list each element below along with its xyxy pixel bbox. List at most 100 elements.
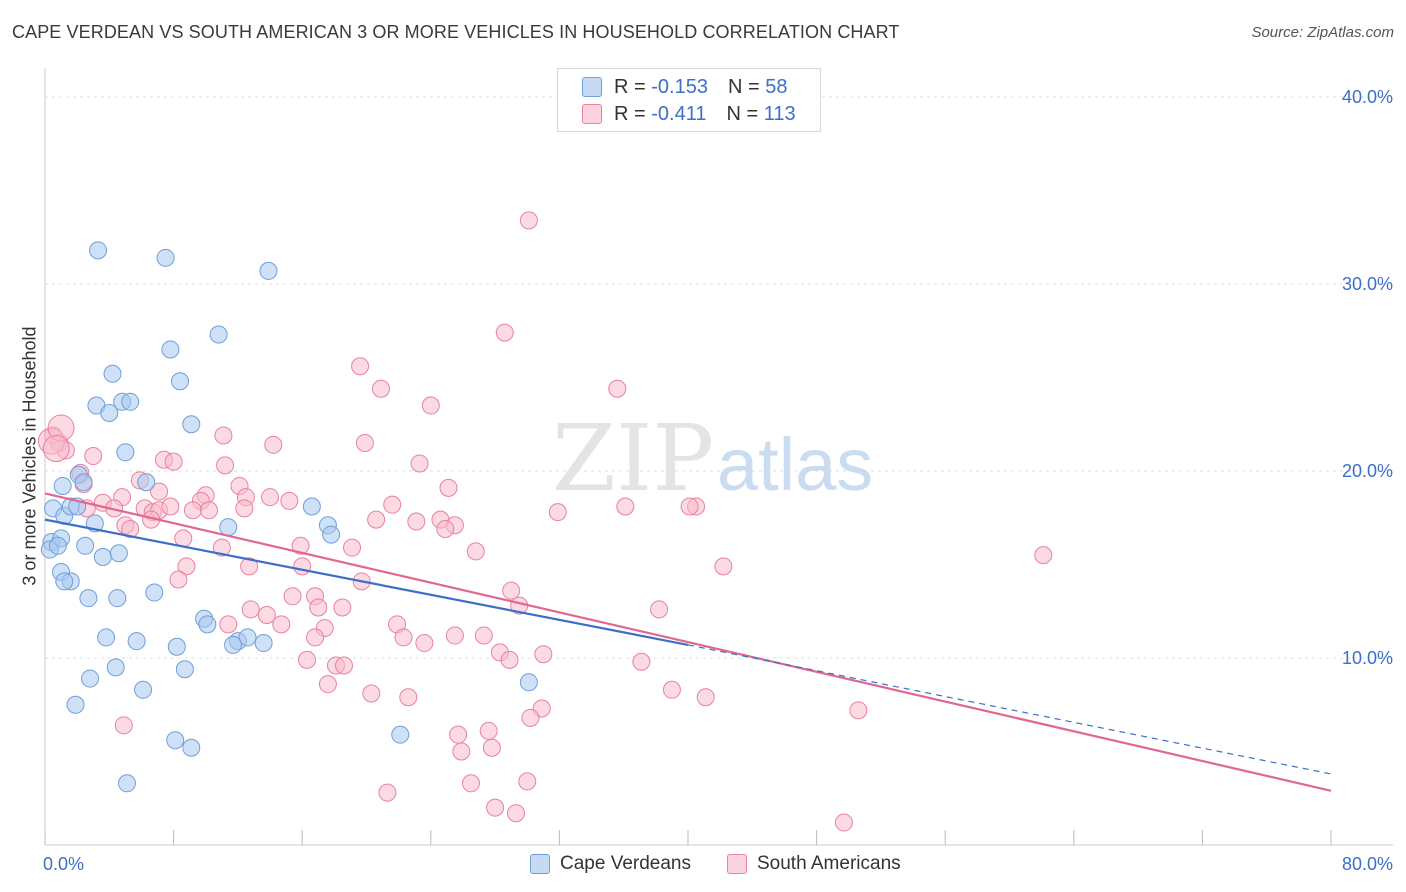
- points-south-americans: [37, 211, 1053, 832]
- legend-n-label: N =: [727, 75, 760, 98]
- data-point-cape-verdean: [100, 404, 119, 423]
- y-tick-label: 40.0%: [1342, 87, 1393, 107]
- data-point-south-american: [445, 626, 464, 645]
- data-point-south-american: [461, 774, 480, 793]
- data-point-south-american: [351, 357, 370, 376]
- data-point-cape-verdean: [127, 632, 146, 651]
- data-point-cape-verdean: [55, 572, 74, 591]
- y-axis-title: 3 or more Vehicles in Household: [19, 326, 40, 586]
- data-point-cape-verdean: [106, 658, 125, 677]
- data-point-south-american: [662, 680, 681, 699]
- data-point-south-american: [291, 536, 310, 555]
- legend-swatch-pink: [582, 104, 602, 124]
- data-point-south-american: [306, 628, 325, 647]
- data-point-south-american: [407, 512, 426, 531]
- bottom-legend-swatch-pink: [727, 854, 747, 874]
- legend-r-value: -0.153: [651, 75, 708, 98]
- watermark-atlas: atlas: [717, 423, 873, 506]
- data-point-south-american: [410, 454, 429, 473]
- data-point-cape-verdean: [198, 615, 217, 634]
- data-point-south-american: [212, 538, 231, 557]
- data-point-south-american: [500, 650, 519, 669]
- data-point-south-american: [309, 598, 328, 617]
- data-point-cape-verdean: [117, 774, 136, 793]
- data-point-south-american: [482, 738, 501, 757]
- data-point-south-american: [714, 557, 733, 576]
- data-point-south-american: [608, 379, 627, 398]
- data-point-cape-verdean: [97, 628, 116, 647]
- x-tick-label: 80.0%: [1342, 854, 1393, 874]
- data-point-south-american: [680, 497, 699, 516]
- data-point-cape-verdean: [161, 340, 180, 359]
- data-point-south-american: [521, 708, 540, 727]
- data-point-cape-verdean: [238, 628, 257, 647]
- data-point-cape-verdean: [167, 637, 186, 656]
- bottom-legend-label: South Americans: [757, 853, 901, 874]
- data-point-cape-verdean: [259, 261, 278, 280]
- data-point-south-american: [298, 650, 317, 669]
- legend-swatch-blue: [582, 77, 602, 97]
- data-point-south-american: [318, 675, 337, 694]
- data-point-cape-verdean: [391, 725, 410, 744]
- data-point-cape-verdean: [302, 497, 321, 516]
- data-point-cape-verdean: [322, 525, 341, 544]
- data-point-south-american: [548, 503, 567, 522]
- legend-r-label: R =: [614, 102, 646, 125]
- data-point-cape-verdean: [66, 695, 85, 714]
- data-point-south-american: [506, 804, 525, 823]
- bottom-legend-south-americans: South Americans: [727, 852, 901, 876]
- data-point-south-american: [174, 529, 193, 548]
- data-point-cape-verdean: [48, 536, 67, 555]
- axes: [44, 68, 1393, 846]
- data-point-south-american: [495, 323, 514, 342]
- data-point-south-american: [355, 433, 374, 452]
- data-point-cape-verdean: [209, 325, 228, 344]
- data-point-south-american: [696, 688, 715, 707]
- watermark: ZIP atlas: [552, 405, 873, 512]
- data-point-cape-verdean: [224, 635, 243, 654]
- data-point-cape-verdean: [103, 364, 122, 383]
- data-point-cape-verdean: [74, 473, 93, 492]
- data-point-cape-verdean: [134, 680, 153, 699]
- data-point-cape-verdean: [108, 589, 127, 608]
- data-point-cape-verdean: [156, 248, 175, 267]
- y-tick-label: 20.0%: [1342, 461, 1393, 481]
- data-point-south-american: [150, 482, 169, 501]
- data-point-south-american: [1034, 546, 1053, 565]
- data-point-cape-verdean: [219, 518, 238, 537]
- trend-line-cape-verdeans: [44, 518, 689, 646]
- watermark-zip: ZIP: [552, 405, 714, 512]
- data-point-cape-verdean: [76, 536, 95, 555]
- data-point-south-american: [264, 435, 283, 454]
- data-point-south-american: [214, 426, 233, 445]
- data-point-south-american: [378, 783, 397, 802]
- data-point-cape-verdean: [254, 634, 273, 653]
- data-point-south-american: [183, 501, 202, 520]
- data-point-south-american: [632, 652, 651, 671]
- bottom-legend-cape-verdeans: Cape Verdeans: [530, 852, 691, 876]
- data-point-south-american: [367, 510, 386, 529]
- data-point-south-american: [216, 456, 235, 475]
- data-point-south-american: [177, 557, 196, 576]
- data-point-south-american: [474, 626, 493, 645]
- data-point-south-american: [84, 447, 103, 466]
- data-point-cape-verdean: [175, 660, 194, 679]
- data-point-south-american: [293, 557, 312, 576]
- data-point-south-american: [121, 519, 140, 538]
- y-tick-label: 10.0%: [1342, 648, 1393, 668]
- data-point-cape-verdean: [182, 415, 201, 434]
- data-point-cape-verdean: [81, 669, 100, 688]
- data-point-south-american: [452, 742, 471, 761]
- data-point-south-american: [518, 772, 537, 791]
- data-point-south-american: [479, 721, 498, 740]
- data-point-south-american: [399, 688, 418, 707]
- data-point-south-american: [534, 645, 553, 664]
- legend-row-south-americans: R = -0.411 N = 113: [582, 102, 796, 126]
- trend-line-south-americans: [44, 492, 1332, 792]
- bottom-legend-swatch-blue: [530, 854, 550, 874]
- legend-row-cape-verdeans: R = -0.153 N = 58: [582, 75, 787, 99]
- correlation-legend: R = -0.153 N = 58 R = -0.411 N = 113: [557, 68, 821, 132]
- data-point-cape-verdean: [93, 548, 112, 567]
- points-cape-verdeans: [40, 241, 538, 793]
